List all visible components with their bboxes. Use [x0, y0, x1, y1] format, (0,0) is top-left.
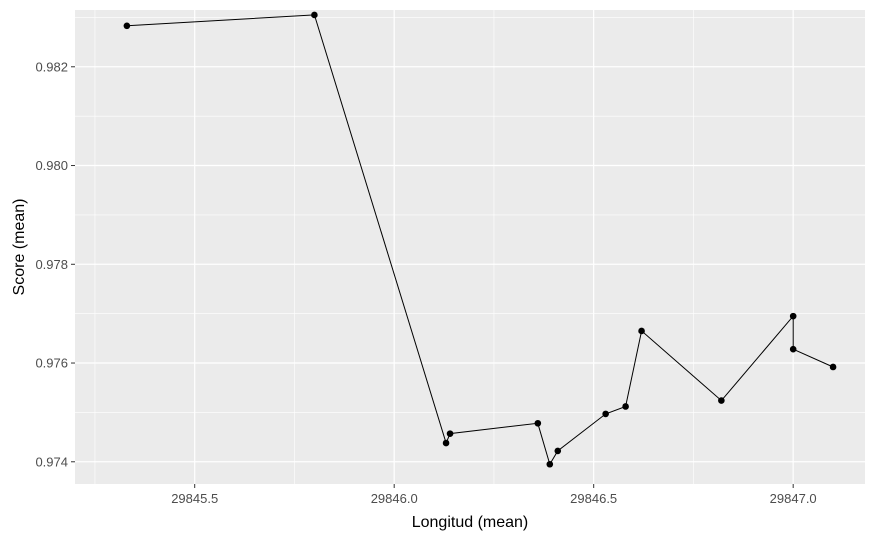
x-tick-label: 29846.5	[570, 491, 617, 506]
data-point	[123, 22, 131, 30]
x-tick-label: 29845.5	[171, 491, 218, 506]
data-point	[829, 363, 837, 371]
y-tick-label: 0.978	[35, 257, 68, 272]
data-point	[446, 430, 454, 437]
y-tick-label: 0.974	[35, 454, 68, 469]
x-tick-label: 29846.0	[371, 491, 418, 506]
x-tick-label: 29847.0	[770, 491, 817, 506]
minor-gridlines	[75, 10, 865, 484]
data-point	[534, 419, 542, 427]
data-point	[602, 410, 609, 418]
data-point	[311, 11, 318, 19]
x-axis-title: Longitud (mean)	[412, 514, 529, 531]
data-point	[789, 345, 797, 353]
data-point	[638, 327, 645, 335]
data-point	[718, 397, 725, 404]
y-tick-label: 0.982	[35, 59, 68, 74]
major-gridlines	[75, 10, 865, 484]
data-point	[622, 403, 629, 410]
data-point	[442, 439, 450, 447]
data-point	[789, 312, 797, 320]
axis-ticks: 29845.5 29846.0 29846.5 29847.0 0.974 0.976 0.…	[35, 59, 816, 506]
y-axis-title: Score (mean)	[11, 199, 28, 296]
y-tick-label: 0.980	[35, 158, 68, 173]
plot-panel	[75, 10, 865, 484]
y-tick-label: 0.976	[35, 356, 68, 371]
data-point	[554, 447, 562, 455]
series-layer	[123, 11, 837, 468]
data-point	[546, 460, 554, 468]
